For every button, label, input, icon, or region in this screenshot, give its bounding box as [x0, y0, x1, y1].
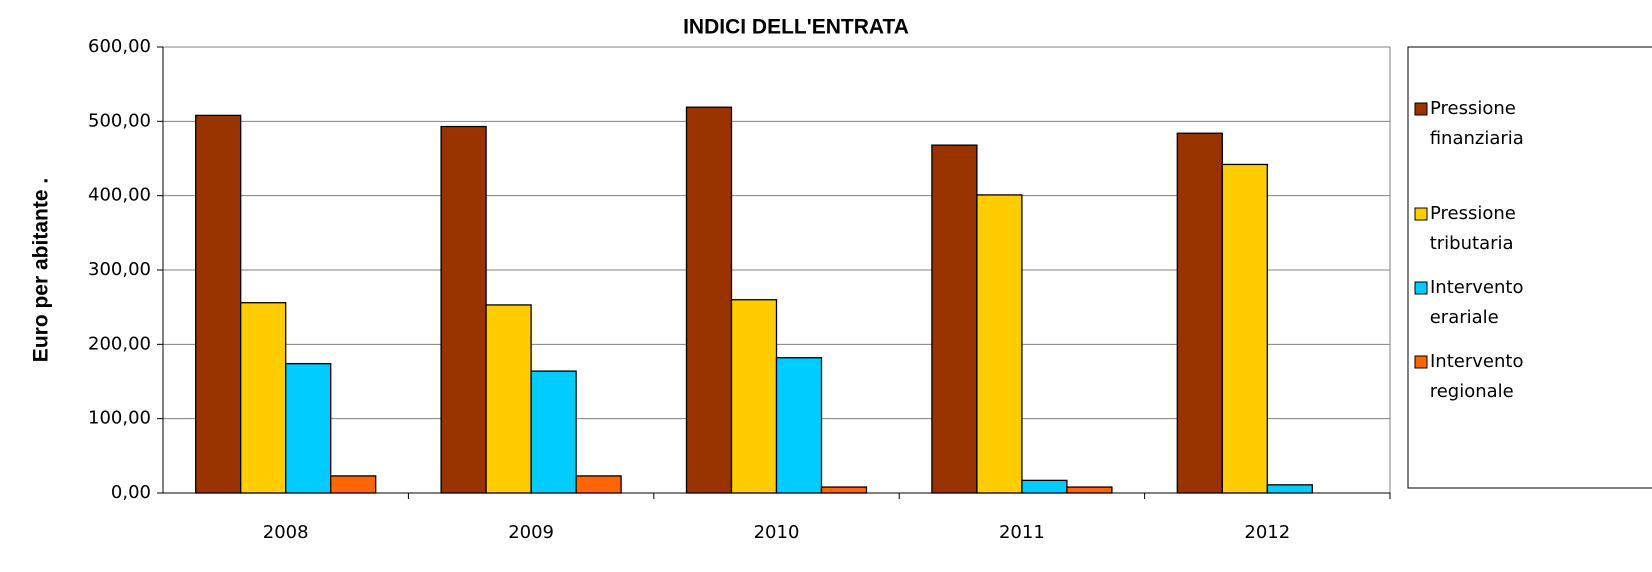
bar [440, 125, 487, 494]
x-tick-label: 2011 [999, 522, 1045, 543]
bar [485, 304, 532, 494]
bar [195, 114, 242, 494]
bar [330, 475, 377, 494]
x-tick-label: 2009 [508, 522, 554, 543]
y-tick-label: 100,00 [88, 408, 151, 429]
bar [285, 363, 332, 494]
legend-swatch [1414, 207, 1428, 221]
legend-label: Intervento erariale [1424, 277, 1523, 328]
x-tick-label: 2008 [263, 522, 309, 543]
legend-swatch [1414, 102, 1428, 116]
bar [730, 299, 778, 494]
legend-label: Pressione tributaria [1424, 203, 1516, 254]
chart-title: INDICI DELL'ENTRATA [683, 16, 909, 39]
bar [1221, 163, 1268, 494]
legend [1407, 46, 1652, 489]
bar [775, 357, 823, 494]
y-tick-label: 500,00 [88, 110, 151, 131]
x-tick-label: 2010 [754, 522, 800, 543]
bar [1266, 484, 1313, 494]
bar [976, 194, 1023, 494]
x-tick-label: 2012 [1244, 522, 1290, 543]
y-tick-label: 200,00 [88, 333, 151, 354]
y-tick-label: 400,00 [88, 185, 151, 206]
y-tick-label: 600,00 [88, 36, 151, 57]
legend-label: Intervento regionale [1424, 351, 1523, 402]
y-tick-label: 0,00 [111, 482, 151, 503]
legend-swatch [1414, 281, 1428, 295]
bar [1176, 132, 1223, 494]
bar [685, 106, 733, 494]
bar [530, 370, 577, 494]
y-axis-title: Euro per abitante . [30, 178, 53, 362]
y-tick-label: 300,00 [88, 259, 151, 280]
bar [1021, 479, 1068, 494]
legend-swatch [1414, 355, 1428, 369]
bar [931, 144, 978, 494]
bar [1066, 486, 1113, 494]
bar [575, 475, 622, 494]
bar [240, 302, 287, 494]
bar [820, 486, 868, 494]
legend-label: Pressione finanziaria [1424, 98, 1524, 149]
